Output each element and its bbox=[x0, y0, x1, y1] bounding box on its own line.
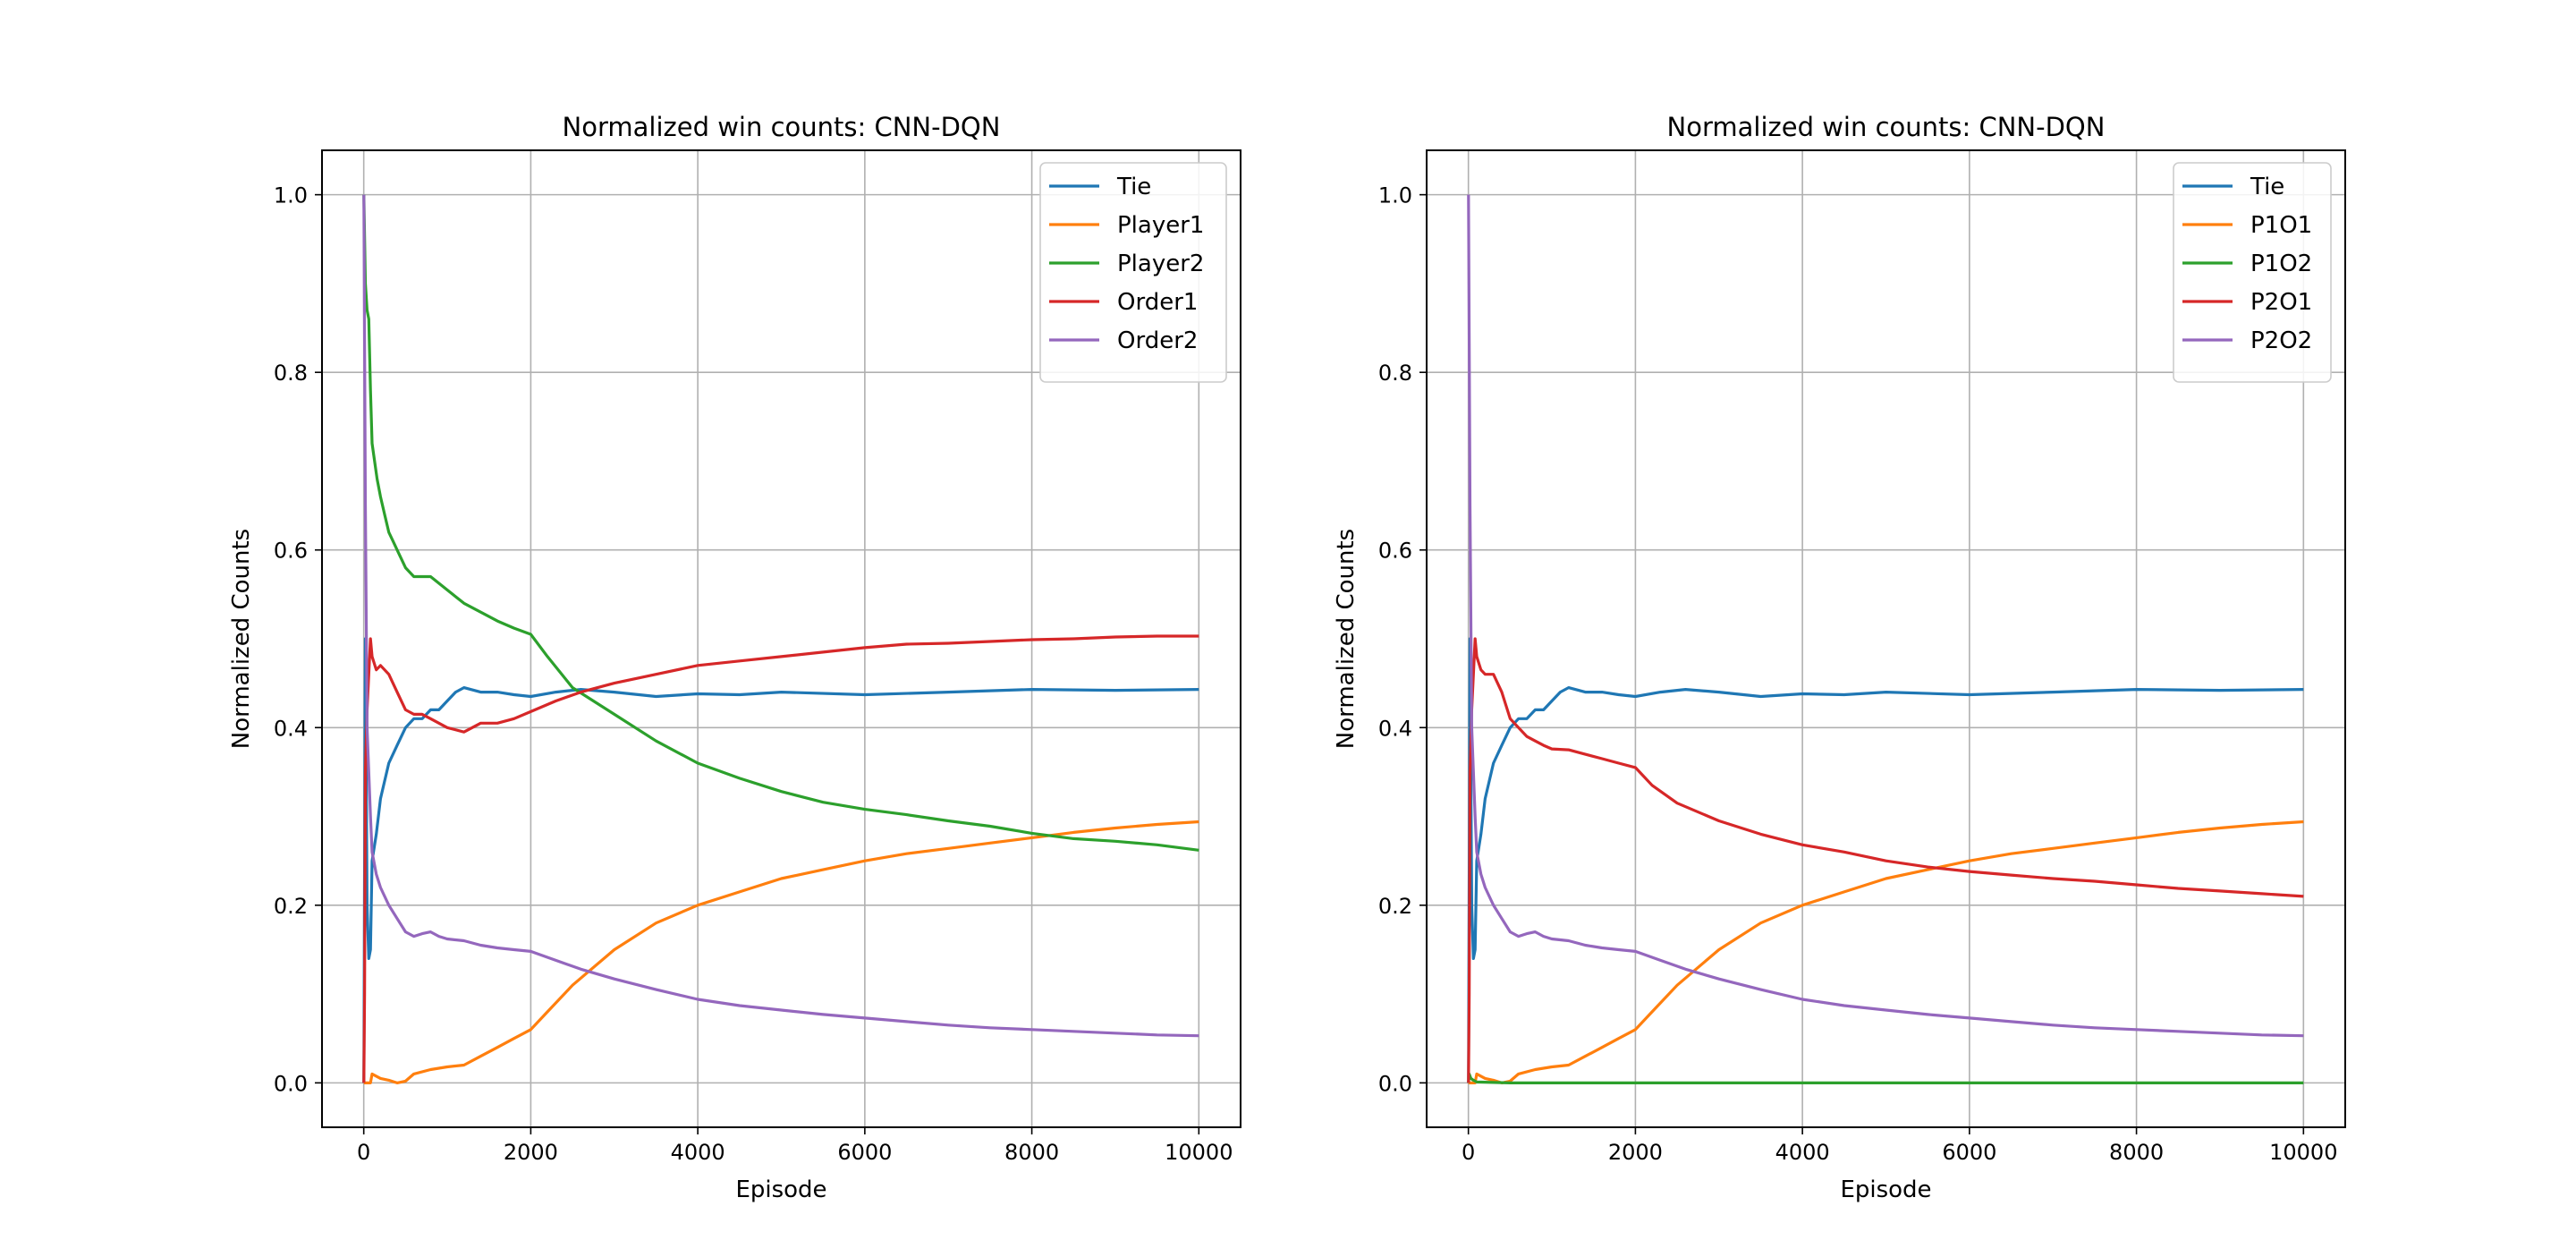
x-tick-label: 8000 bbox=[1004, 1140, 1059, 1165]
legend-box bbox=[2173, 162, 2332, 383]
series-line-order2 bbox=[362, 194, 1199, 1038]
legend-label: Player1 bbox=[1117, 212, 1204, 239]
y-tick-label: 1.0 bbox=[274, 183, 308, 208]
y-tick-label: 1.0 bbox=[1378, 183, 1412, 208]
legend-label: Tie bbox=[1116, 174, 1151, 200]
series-line-player1 bbox=[363, 820, 1199, 1085]
x-tick-label: 10000 bbox=[1165, 1140, 1233, 1165]
y-tick-label: 0.6 bbox=[274, 539, 308, 564]
y-tick-label: 0.0 bbox=[274, 1071, 308, 1096]
legend-label: P1O1 bbox=[2250, 212, 2312, 239]
legend-label: P2O1 bbox=[2250, 289, 2312, 316]
series-line-tie bbox=[1467, 637, 2304, 1083]
legend: Tie P1O1 P1O2 P2O1 P2O2 bbox=[2173, 162, 2332, 383]
y-tick-label: 0.6 bbox=[1378, 539, 1412, 564]
y-axis-label: Normalized Counts bbox=[1333, 529, 1360, 749]
x-tick-label: 0 bbox=[1462, 1140, 1475, 1165]
chart-title: Normalized win counts: CNN-DQN bbox=[563, 112, 1001, 142]
x-tick-label: 4000 bbox=[1775, 1140, 1830, 1165]
y-tick-label: 0.8 bbox=[274, 361, 308, 386]
y-axis-label: Normalized Counts bbox=[228, 529, 255, 749]
plot-frame bbox=[321, 149, 1241, 1128]
x-axis-label: Episode bbox=[1840, 1176, 1931, 1203]
chart-title: Normalized win counts: CNN-DQN bbox=[1667, 112, 2106, 142]
y-tick-label: 0.2 bbox=[274, 894, 308, 919]
x-tick-label: 6000 bbox=[837, 1140, 892, 1165]
plot-frame bbox=[1426, 149, 2346, 1128]
legend-label: Order1 bbox=[1117, 289, 1198, 316]
legend-label: Order2 bbox=[1117, 327, 1198, 354]
x-tick-label: 4000 bbox=[671, 1140, 725, 1165]
y-tick-label: 0.8 bbox=[1378, 361, 1412, 386]
chart-panel-1: 0 2000 4000 6000 8000 10000 0.0 0.2 0.4 0.6 0.8 1.0… bbox=[228, 112, 1241, 1203]
x-tick-label: 2000 bbox=[504, 1140, 558, 1165]
series-line-p1o2 bbox=[1467, 1072, 2304, 1085]
series-line-p2o1 bbox=[1467, 637, 2304, 1083]
x-axis-label: Episode bbox=[735, 1176, 826, 1203]
legend-label: P1O2 bbox=[2250, 251, 2312, 277]
x-tick-label: 6000 bbox=[1942, 1140, 1996, 1165]
legend-label: Player2 bbox=[1117, 251, 1204, 277]
legend-label: P2O2 bbox=[2250, 327, 2312, 354]
y-tick-label: 0.4 bbox=[1378, 716, 1412, 741]
y-tick-label: 0.0 bbox=[1378, 1071, 1412, 1096]
chart-panel-2: 0 2000 4000 6000 8000 10000 0.0 0.2 0.4 0.6 0.8 1.0… bbox=[1333, 112, 2346, 1203]
legend-box bbox=[1039, 162, 1227, 383]
legend: Tie Player1 Player2 Order1 Order2 bbox=[1039, 162, 1227, 383]
x-tick-label: 0 bbox=[357, 1140, 370, 1165]
x-tick-label: 8000 bbox=[2109, 1140, 2164, 1165]
y-tick-label: 0.2 bbox=[1378, 894, 1412, 919]
series-line-tie bbox=[362, 637, 1199, 1083]
series-line-player2 bbox=[362, 194, 1199, 852]
y-tick-label: 0.4 bbox=[274, 716, 308, 741]
series-line-order1 bbox=[362, 634, 1199, 1083]
x-tick-label: 10000 bbox=[2269, 1140, 2337, 1165]
legend-label: Tie bbox=[2250, 174, 2284, 200]
x-tick-label: 2000 bbox=[1608, 1140, 1663, 1165]
series-line-p2o2 bbox=[1467, 194, 2304, 1038]
